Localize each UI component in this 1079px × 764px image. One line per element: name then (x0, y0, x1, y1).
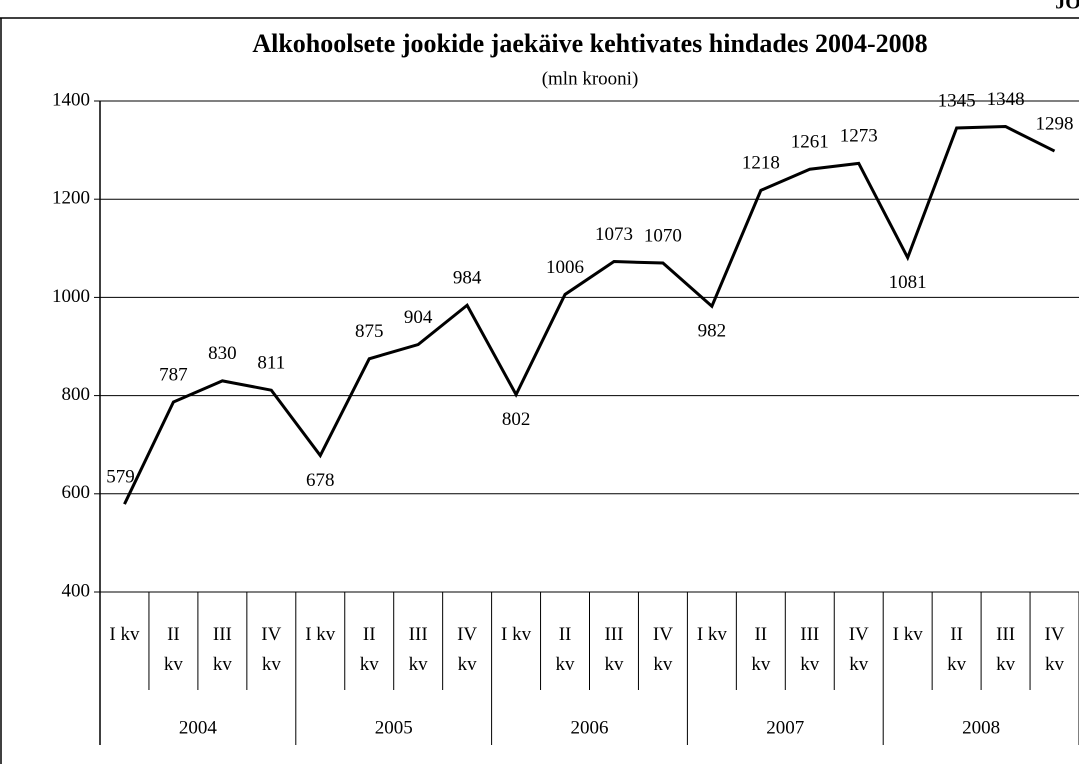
data-label: 787 (159, 364, 188, 385)
data-label: 811 (257, 353, 285, 374)
data-label: 830 (208, 343, 237, 364)
data-label: 1073 (595, 224, 633, 245)
year-label: 2004 (179, 717, 218, 738)
corner-text: JO (1055, 0, 1079, 14)
data-label: 1218 (742, 153, 780, 174)
y-tick-label: 800 (62, 384, 91, 405)
x-tick-label: IV kv (848, 624, 869, 675)
data-label: 678 (306, 470, 335, 491)
data-label: 1070 (644, 225, 682, 246)
x-tick-label: IV kv (1044, 624, 1065, 675)
data-label: 1273 (840, 126, 878, 147)
chart-title: Alkohoolsete jookide jaekäive kehtivates… (252, 29, 927, 58)
data-label: 904 (404, 307, 433, 328)
x-tick-label: IV kv (652, 624, 673, 675)
x-tick-label: I kv (305, 624, 336, 645)
data-label: 802 (502, 409, 531, 430)
data-label: 1081 (889, 272, 927, 293)
x-tick-label: II kv (359, 624, 379, 675)
line (123, 125, 1056, 505)
y-tick-label: 1000 (52, 286, 90, 307)
data-label: 1006 (546, 257, 584, 278)
x-tick-label: I kv (892, 624, 923, 645)
year-label: 2007 (766, 717, 804, 738)
data-label: 1298 (1036, 113, 1074, 134)
x-tick-label: II kv (163, 624, 183, 675)
x-tick-label: I kv (109, 624, 140, 645)
data-label: 1345 (938, 90, 976, 111)
x-tick-label: II kv (555, 624, 575, 675)
y-tick-label: 1200 (52, 188, 90, 209)
data-label: 579 (106, 466, 135, 487)
x-tick-label: III kv (604, 624, 624, 675)
x-tick-label: I kv (696, 624, 727, 645)
year-label: 2008 (962, 717, 1000, 738)
y-tick-label: 1400 (52, 89, 90, 110)
year-label: 2005 (375, 717, 413, 738)
x-tick-label: III kv (996, 624, 1016, 675)
x-tick-label: II kv (947, 624, 967, 675)
year-label: 2006 (571, 717, 609, 738)
data-label: 875 (355, 321, 384, 342)
x-tick-label: I kv (501, 624, 532, 645)
x-tick-label: III kv (408, 624, 428, 675)
chart-subtitle: (mln krooni) (542, 68, 639, 89)
data-label: 1261 (791, 132, 829, 153)
data-label: 982 (698, 321, 727, 342)
y-tick-label: 600 (62, 482, 91, 503)
x-tick-label: III kv (212, 624, 232, 675)
data-label: 1348 (987, 89, 1025, 110)
y-tick-label: 400 (62, 580, 91, 601)
x-tick-label: III kv (800, 624, 820, 675)
data-label: 984 (453, 268, 482, 289)
x-tick-label: IV kv (261, 624, 282, 675)
x-tick-label: IV kv (457, 624, 478, 675)
x-tick-label: II kv (751, 624, 771, 675)
